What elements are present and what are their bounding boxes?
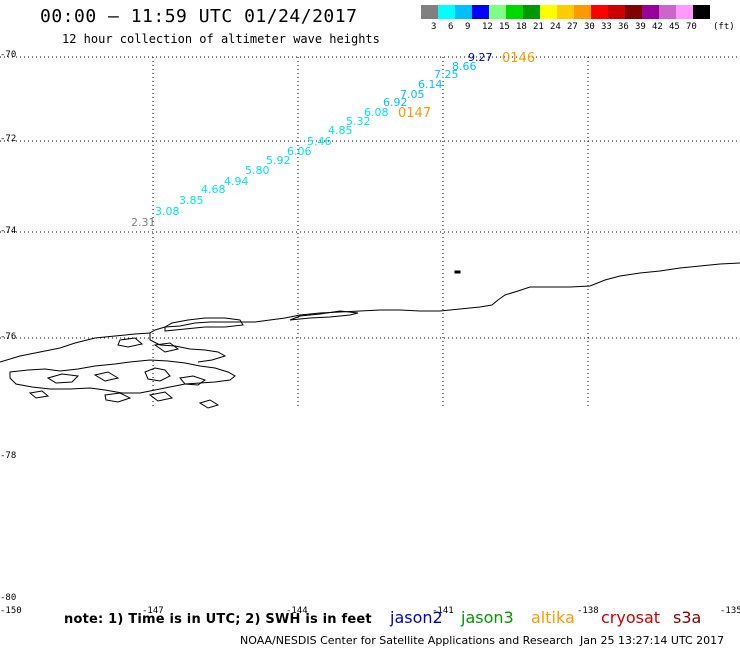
island-outline [93,371,120,382]
ice-shelf-edge [164,317,244,332]
island-outline [9,359,236,394]
legend-swatch: 3 [421,5,438,32]
legend-swatch: 36 [608,5,629,32]
legend-label: 18 [516,22,527,32]
legend-swatch: 70 [676,5,697,32]
island-outline [46,373,80,384]
ice-shelf-edge [149,262,740,363]
lon-label: -135 [720,606,740,616]
legend-swatch: 42 [642,5,663,32]
legend-swatch: 21 [523,5,544,32]
wave-height-label: 6.92 [383,96,408,109]
pass-time-label: 0147 [398,106,431,121]
island-outline [104,392,132,403]
legend-label: 33 [601,22,612,32]
wave-height-label: 3.08 [155,205,180,218]
island-outline [153,342,180,353]
wave-height-label: 6.06 [287,145,312,158]
lat-label: -80 [0,593,17,603]
graticule [0,56,740,408]
legend-swatch [693,5,710,19]
wave-height-label: 5.80 [245,164,270,177]
legend-swatch: 18 [506,5,527,32]
island-outline [117,337,144,348]
legend-label: 24 [550,22,561,32]
legend-swatch: 39 [625,5,646,32]
wave-height-label: 3.85 [179,194,204,207]
legend-swatch: 6 [438,5,455,32]
legend-swatch: 12 [472,5,493,32]
island-outline [179,375,207,386]
color-legend: 3 6 9 12 15 18 21 24 27 30 33 36 39 42 4… [421,5,710,32]
legend-swatch: 15 [489,5,510,32]
legend-swatch: 45 [659,5,680,32]
lat-label: -70 [0,50,17,60]
island-outline [28,390,50,399]
small-island [454,270,461,274]
wave-height-label: 5.32 [346,115,371,128]
legend-label: 21 [533,22,544,32]
island-outline [0,332,151,363]
sat-s3a: s3a [673,608,702,627]
lon-label: -144 [286,606,308,616]
legend-label: 27 [567,22,578,32]
lat-label: -78 [0,451,17,461]
lon-label: -150 [0,606,22,616]
sat-jason2: jason2 [390,608,443,627]
wave-height-label: 5.92 [266,154,291,167]
legend-swatch: 27 [557,5,578,32]
legend-label: 39 [635,22,646,32]
wave-height-label: 4.85 [328,124,353,137]
legend-label: 3 [431,22,437,32]
legend-label: 36 [618,22,629,32]
legend-swatch: 30 [574,5,595,32]
legend-swatch: 9 [455,5,472,32]
sat-cryosat: cryosat [601,608,661,627]
island-outline [144,367,171,382]
sat-altika: altika [531,608,575,627]
wave-height-label: 2.31 [131,216,156,229]
wave-height-label: 4.94 [224,175,249,188]
note-text: note: 1) Time is in UTC; 2) SWH is in fe… [64,612,372,627]
island-outline [198,399,220,409]
legend-label: 70 [686,22,697,32]
legend-label: 6 [448,22,454,32]
coastline [0,262,740,409]
legend-label: 30 [584,22,595,32]
wave-height-label: 9.27 [468,51,493,64]
altimeter-track: 2.313.083.854.684.945.805.926.065.464.85… [131,51,535,229]
island-outline [148,391,174,402]
lat-label: -72 [0,134,17,144]
legend-swatch: 33 [591,5,612,32]
wave-height-label: 6.14 [418,78,443,91]
lon-label: -141 [432,606,454,616]
wave-height-label: 7.05 [400,88,425,101]
island-outline [289,310,359,321]
map-subtitle: 12 hour collection of altimeter wave hei… [62,32,380,46]
map-title: 00:00 – 11:59 UTC 01/24/2017 [40,6,358,27]
wave-height-label: 8.66 [452,60,477,73]
legend-label: 42 [652,22,663,32]
pass-time-label: 0146 [502,51,535,66]
wave-height-label: 4.68 [201,183,226,196]
timestamp: Jan 25 13:27:14 UTC 2017 [580,634,725,647]
units-label: (ft) [713,22,735,32]
sat-jason3: jason3 [461,608,514,627]
legend-label: 12 [482,22,493,32]
legend-label: 9 [465,22,471,32]
lat-label: -74 [0,226,17,236]
lon-label: -138 [577,606,599,616]
legend-swatch: 24 [540,5,561,32]
wave-height-label: 5.46 [307,135,332,148]
lon-label: -147 [142,606,164,616]
wave-height-label: 7.25 [434,68,459,81]
legend-label: 15 [499,22,510,32]
credit-text: NOAA/NESDIS Center for Satellite Applica… [240,634,574,647]
legend-label: 45 [669,22,680,32]
lat-label: -76 [0,332,17,342]
wave-height-label: 6.08 [364,106,389,119]
